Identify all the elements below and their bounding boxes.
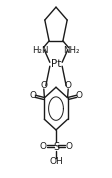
Text: O: O: [29, 91, 36, 100]
Text: O: O: [40, 142, 47, 151]
Text: O: O: [40, 81, 47, 90]
Text: Pt: Pt: [51, 59, 61, 69]
Text: O: O: [65, 142, 72, 151]
Text: NH₂: NH₂: [63, 46, 80, 55]
Text: OH: OH: [49, 157, 63, 166]
Text: O: O: [76, 91, 83, 100]
Text: O: O: [65, 81, 72, 90]
Text: S: S: [53, 142, 59, 152]
Text: H₂N: H₂N: [32, 46, 49, 55]
